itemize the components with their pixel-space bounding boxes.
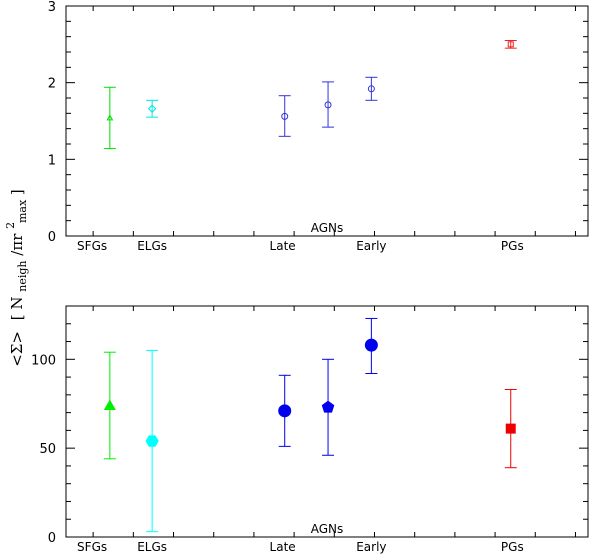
category-label-sfgs: SFGs: [77, 239, 107, 253]
marker-pgs: [507, 41, 514, 48]
plot-frame: [65, 5, 589, 237]
y-tick-label: 1: [48, 153, 56, 168]
category-label-early: Early: [356, 540, 386, 554]
category-label-agns: AGNs: [311, 522, 344, 536]
y-axis-label-open: [ N: [8, 297, 26, 321]
marker-pgs: [505, 423, 516, 434]
category-label-elgs: ELGs: [137, 540, 167, 554]
category-label-sfgs: SFGs: [77, 540, 107, 554]
top-panel: 0 1 2 3 SFGs ELGs Late AGNs Early PGs: [48, 0, 589, 253]
category-label-pgs: PGs: [501, 239, 524, 253]
y-axis-label-sigma: <Σ>: [8, 331, 26, 367]
y-axis-label-close: ]: [8, 189, 26, 195]
category-label-elgs: ELGs: [137, 239, 167, 253]
y-tick-label: 2: [48, 77, 56, 92]
marker-sfgs: [106, 114, 114, 121]
marker-agns-2: [321, 400, 335, 413]
marker-agns-3: [367, 85, 375, 93]
marker-agns-1: [278, 404, 292, 418]
error-bar-agns-1: [278, 95, 291, 137]
plot-frame: [65, 305, 589, 538]
category-label-agns: AGNs: [311, 221, 344, 235]
y-tick-label: 3: [48, 0, 56, 15]
y-axis-label-sub-neigh: neigh: [16, 260, 29, 291]
y-axis-label: <Σ> [ N neigh /πr 2 max ]: [0, 189, 30, 367]
category-label-late: Late: [270, 239, 296, 253]
y-axis-label-sup2: 2: [4, 222, 17, 229]
y-axis-label-slash: /πr: [8, 233, 26, 256]
y-tick-label: 100: [31, 353, 56, 368]
category-label-pgs: PGs: [501, 540, 524, 554]
error-bar-agns-2: [322, 81, 335, 128]
marker-sfgs: [103, 399, 116, 411]
error-bar-elgs: [146, 99, 159, 118]
marker-agns-2: [324, 101, 332, 109]
y-axis-label-sub-max: max: [16, 199, 29, 223]
y-tick-label: 0: [48, 230, 56, 245]
marker-agns-3: [364, 338, 378, 352]
y-tick-label: 50: [39, 442, 56, 457]
marker-elgs: [145, 435, 159, 447]
y-tick-label: 0: [48, 531, 56, 546]
error-bar-agns-3: [365, 76, 378, 101]
category-label-late: Late: [270, 540, 296, 554]
marker-elgs: [147, 104, 157, 113]
bottom-panel: 0 50 100 SFGs ELGs Late AGNs Early PGs: [31, 305, 589, 554]
error-bar-sfgs: [103, 86, 116, 150]
category-label-early: Early: [356, 239, 386, 253]
marker-agns-1: [281, 112, 289, 120]
